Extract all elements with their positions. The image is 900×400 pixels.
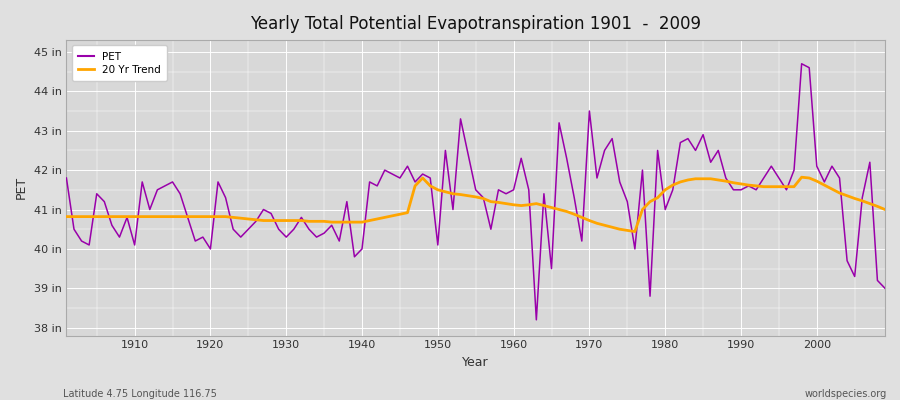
- X-axis label: Year: Year: [463, 356, 489, 369]
- Text: Latitude 4.75 Longitude 116.75: Latitude 4.75 Longitude 116.75: [63, 389, 217, 399]
- Title: Yearly Total Potential Evapotranspiration 1901  -  2009: Yearly Total Potential Evapotranspiratio…: [250, 15, 701, 33]
- Y-axis label: PET: PET: [15, 176, 28, 200]
- Legend: PET, 20 Yr Trend: PET, 20 Yr Trend: [72, 45, 166, 81]
- Text: worldspecies.org: worldspecies.org: [805, 389, 886, 399]
